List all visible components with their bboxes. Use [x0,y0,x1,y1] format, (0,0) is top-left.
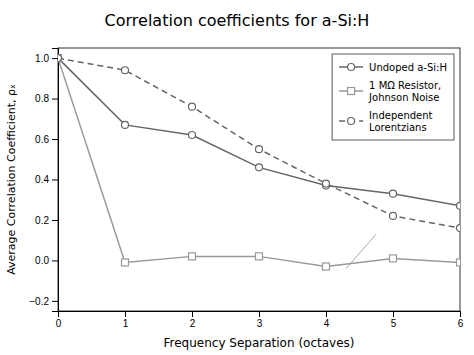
point [457,202,461,209]
series [58,55,460,232]
y-axis-title: Average Correlation Coefficient, ρₓ [5,84,18,275]
tick-mark [393,311,394,317]
tick-mark [52,58,58,59]
point [58,55,62,62]
x-axis-title: Frequency Separation (octaves) [164,336,355,350]
legend-entry: 1 MΩ Resistor,Johnson Noise [339,80,441,103]
axis-line [59,312,461,318]
legend-label: Undoped a-Si:H [369,62,447,73]
tick-label: 4 [324,318,330,329]
series-line [58,58,460,228]
legend-entry: Undoped a-Si:H [339,62,447,73]
point [390,212,397,219]
series [58,55,460,270]
legend-marker [348,64,355,71]
point [122,121,129,128]
tick-label: 5 [391,318,397,329]
tick-mark [52,139,58,140]
point [122,259,129,266]
tick-label: 2 [190,318,196,329]
tick-mark [52,301,58,302]
tick-mark [192,311,193,317]
tick-mark [52,180,58,181]
plot-frame [58,48,460,311]
point [58,55,62,62]
point [390,255,397,262]
tick: 0.2 [35,215,58,226]
series [58,55,460,210]
point [457,259,461,266]
tick: 0 [56,311,62,329]
tick: 4 [324,311,330,329]
tick-label: 0.6 [35,134,49,145]
legend-marker [348,118,355,125]
series-line [58,58,460,206]
tick-label: 1.0 [35,53,49,64]
tick-mark [52,220,58,221]
tick: 0.6 [35,134,58,145]
tick-label: 0 [56,318,62,329]
title: Correlation coefficients for a-Si:H [105,11,370,30]
tick-mark [259,311,260,317]
tick-mark [52,260,58,261]
legend-box [332,54,454,140]
tick-label: 0.0 [35,255,49,266]
tick: −0.2 [29,296,58,307]
tick-label: 0.2 [35,215,49,226]
legend-marker [348,88,355,95]
point [323,180,330,187]
tick: 3 [257,311,263,329]
point [122,67,129,74]
chart: Correlation coefficients for a-Si:H 0 1 2 3 4… [0,0,474,355]
tick: 0.0 [35,255,58,266]
tick-label: 1 [123,318,129,329]
plot-area [58,55,460,270]
tick: 2 [190,311,196,329]
tick-mark [52,99,58,100]
point [189,253,196,260]
legend: Undoped a-Si:H 1 MΩ Resistor,Johnson Nois… [332,54,454,140]
y-axis: −0.2 0.0 0.2 0.4 0.6 0.8 1.0 [29,49,58,312]
tick: 0.4 [35,174,58,185]
point [323,263,330,270]
legend-label: 1 MΩ Resistor,Johnson Noise [368,80,441,103]
point [189,103,196,110]
x-axis: 0 1 2 3 4 5 6 [56,311,464,329]
legend-label: IndependentLorentzians [369,110,432,133]
tick: 1.0 [35,53,58,64]
point [390,190,397,197]
point [457,225,461,232]
tick: 5 [391,311,397,329]
axis-line [52,49,59,312]
tick-label: 6 [458,318,464,329]
tick-label: 0.8 [35,93,49,104]
tick: 1 [123,311,129,329]
point [256,164,263,171]
point [256,253,263,260]
tick-mark [326,311,327,317]
tick: 6 [458,311,464,329]
tick-label: −0.2 [29,296,49,307]
tick-label: 3 [257,318,263,329]
point [58,55,62,62]
tick-label: 0.4 [35,174,49,185]
point [189,131,196,138]
tick: 0.8 [35,93,58,104]
legend-entry: IndependentLorentzians [339,110,432,133]
point [256,146,263,153]
tick-mark [125,311,126,317]
tick-mark [460,311,461,317]
series-line [58,58,460,266]
